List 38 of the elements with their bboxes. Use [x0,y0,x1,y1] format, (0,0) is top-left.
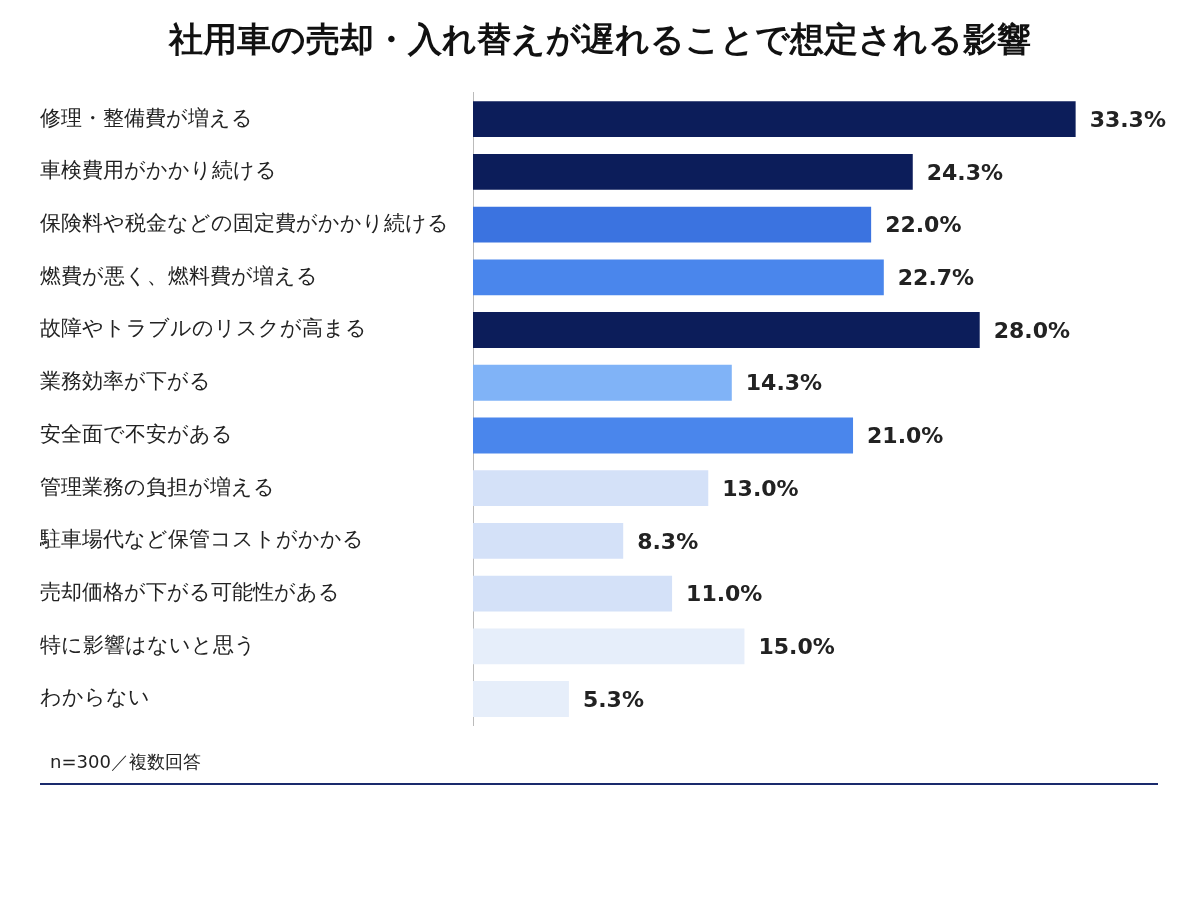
data-label: 22.0% [885,212,962,238]
chart-title: 社用車の売却・入れ替えが遅れることで想定される影響 [168,19,1031,60]
y-tick-label: 安全面で不安がある [40,421,233,446]
bar [473,153,913,190]
bar [473,101,1076,138]
y-tick-label: 車検費用がかかり続ける [40,158,277,183]
bar [473,575,673,612]
data-label: 28.0% [993,317,1071,343]
y-tick-label: わからない [40,685,150,710]
y-tick-label: 故障やトラブルのリスクが高まる [40,316,367,341]
y-tick-label: 業務効率が下がる [40,369,211,394]
bar [473,312,980,348]
y-tick-label: 売却価格が下がる可能性がある [40,580,340,605]
bar [473,628,745,665]
data-label: 33.3% [1089,106,1166,132]
data-label: 11.0% [686,581,763,607]
y-tick-label: 駐車場代など保管コストがかかる [39,527,364,552]
y-tick-label: 修理・整備費が増える [40,105,253,130]
text: n=300／複数回答 [50,750,201,774]
data-label: 13.0% [722,475,799,501]
bar [473,206,872,243]
bar [473,417,854,454]
bar [473,681,569,717]
data-label: 8.3% [637,528,699,554]
data-label: 5.3% [582,686,644,712]
data-label: 14.3% [745,370,823,396]
bar [473,364,732,401]
data-label: 21.0% [867,423,944,449]
y-tick-label: 燃費が悪く、燃料費が増える [40,263,318,288]
data-label: 22.7% [897,265,975,291]
y-tick-label: 特に影響はないと思う [40,632,256,657]
data-label: 24.3% [926,159,1004,185]
y-tick-label: 管理業務の負担が増える [40,474,275,499]
data-label: 15.0% [758,634,835,660]
bar [473,470,709,507]
y-tick-label: 保険料や税金などの固定費がかかり続ける [40,211,449,236]
bar [473,522,624,559]
bar [473,259,884,296]
